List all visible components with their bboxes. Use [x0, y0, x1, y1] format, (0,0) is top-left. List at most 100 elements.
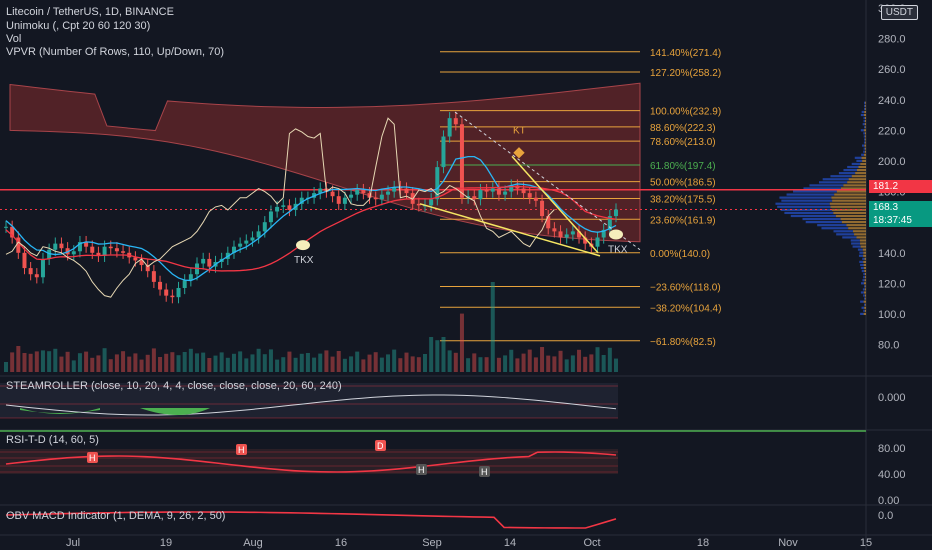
volume-bar — [441, 337, 445, 372]
volume-bar — [349, 356, 353, 372]
candle-body — [454, 118, 458, 124]
volume-bar — [472, 353, 476, 372]
x-axis-label: Sep — [422, 537, 442, 549]
vpvr-bar — [781, 200, 832, 202]
vpvr-bar — [862, 157, 866, 159]
vpvr-bar — [864, 267, 866, 269]
vpvr-bar — [863, 261, 866, 263]
vpvr-legend[interactable]: VPVR (Number Of Rows, 110, Up/Down, 70) — [6, 46, 224, 58]
vpvr-bar — [862, 307, 865, 309]
volume-bar — [22, 353, 26, 372]
volume-bar — [466, 358, 470, 372]
vpvr-bar — [846, 224, 866, 226]
vpvr-bar — [864, 258, 866, 260]
volume-bar — [53, 349, 57, 372]
volume-bar — [244, 358, 248, 372]
candle-body — [460, 124, 464, 197]
vpvr-bar — [821, 227, 848, 229]
price-axis-tick: 220.0 — [878, 125, 906, 137]
candle-body — [109, 247, 113, 249]
volume-bar — [596, 347, 600, 372]
price-axis-tick: 200.0 — [878, 156, 906, 168]
volume-bar — [103, 348, 107, 372]
volume-bar — [294, 358, 298, 372]
volume-bar — [571, 355, 575, 372]
steamroller-legend[interactable]: STEAMROLLER (close, 10, 20, 4, 4, close,… — [6, 380, 342, 392]
volume-bar — [152, 348, 156, 372]
volume-bar — [435, 340, 439, 372]
vpvr-bar — [863, 294, 865, 296]
vpvr-bar — [856, 236, 866, 238]
vpvr-bar — [836, 215, 866, 217]
candle-body — [405, 189, 409, 194]
volume-bar — [170, 352, 174, 372]
volume-bar — [96, 355, 100, 372]
candle-body — [491, 189, 495, 192]
vpvr-bar — [839, 172, 855, 174]
rsi-marker-label: H — [89, 453, 96, 463]
vpvr-bar — [863, 276, 865, 278]
candle-body — [287, 205, 291, 210]
volume-bar — [287, 352, 291, 372]
volume-bar — [16, 346, 20, 372]
fib-label: 0.00%(140.0) — [650, 249, 710, 260]
vpvr-bar — [851, 239, 860, 241]
vpvr-bar — [859, 252, 863, 254]
vpvr-bar — [862, 258, 864, 260]
volume-bar — [275, 360, 279, 372]
fib-label: 127.20%(258.2) — [650, 68, 721, 79]
vol-legend[interactable]: Vol — [6, 33, 21, 45]
candle-body — [380, 195, 384, 200]
vpvr-bar — [865, 276, 866, 278]
vpvr-bar — [848, 227, 866, 229]
volume-bar — [478, 357, 482, 372]
candle-body — [53, 244, 57, 250]
vpvr-bar — [831, 197, 866, 199]
volume-bar — [4, 362, 8, 372]
fib-label: −61.80%(82.5) — [650, 337, 716, 348]
rsi-marker-label: H — [238, 445, 245, 455]
volume-bar — [540, 347, 544, 372]
volume-bar — [515, 358, 519, 372]
vpvr-bar — [865, 141, 866, 143]
candle-body — [90, 247, 94, 253]
rsi-tick: 80.00 — [878, 443, 906, 455]
vpvr-bar — [865, 279, 866, 281]
candle-body — [207, 259, 211, 267]
volume-bar — [213, 356, 217, 372]
candle-body — [559, 231, 563, 237]
fib-label: 78.60%(213.0) — [650, 137, 716, 148]
candle-body — [534, 198, 538, 201]
unimoku-legend[interactable]: Unimoku (, Cpt 20 60 120 30) — [6, 20, 150, 32]
vpvr-bar — [863, 123, 865, 125]
vpvr-bar — [860, 242, 866, 244]
vpvr-bar — [863, 273, 865, 275]
vpvr-bar — [865, 294, 866, 296]
steamroller-tick: 0.000 — [878, 392, 906, 404]
candle-body — [250, 238, 254, 241]
volume-bar — [589, 354, 593, 372]
rsi-legend[interactable]: RSI-T-D (14, 60, 5) — [6, 434, 99, 446]
vpvr-bar — [865, 132, 866, 134]
volume-bar — [608, 348, 612, 372]
vpvr-bar — [861, 267, 864, 269]
candle-body — [263, 222, 267, 231]
x-axis-label: 19 — [160, 537, 172, 549]
vpvr-bar — [847, 181, 866, 183]
vpvr-bar — [793, 190, 837, 192]
volume-bar — [220, 352, 224, 372]
candle-body — [355, 190, 359, 195]
volume-bar — [318, 354, 322, 372]
obv-legend[interactable]: OBV MACD Indicator (1, DEMA, 9, 26, 2, 5… — [6, 510, 225, 522]
currency-badge[interactable]: USDT — [881, 5, 918, 20]
volume-bar — [522, 354, 526, 372]
vpvr-bar — [863, 249, 866, 251]
candle-body — [72, 251, 76, 254]
vpvr-bar — [862, 111, 865, 113]
fib-label: 61.80%(197.4) — [650, 161, 716, 172]
vpvr-bar — [842, 236, 856, 238]
symbol-legend[interactable]: Litecoin / TetherUS, 1D, BINANCE — [6, 6, 174, 18]
vpvr-bar — [860, 264, 864, 266]
vpvr-bar — [864, 141, 865, 143]
